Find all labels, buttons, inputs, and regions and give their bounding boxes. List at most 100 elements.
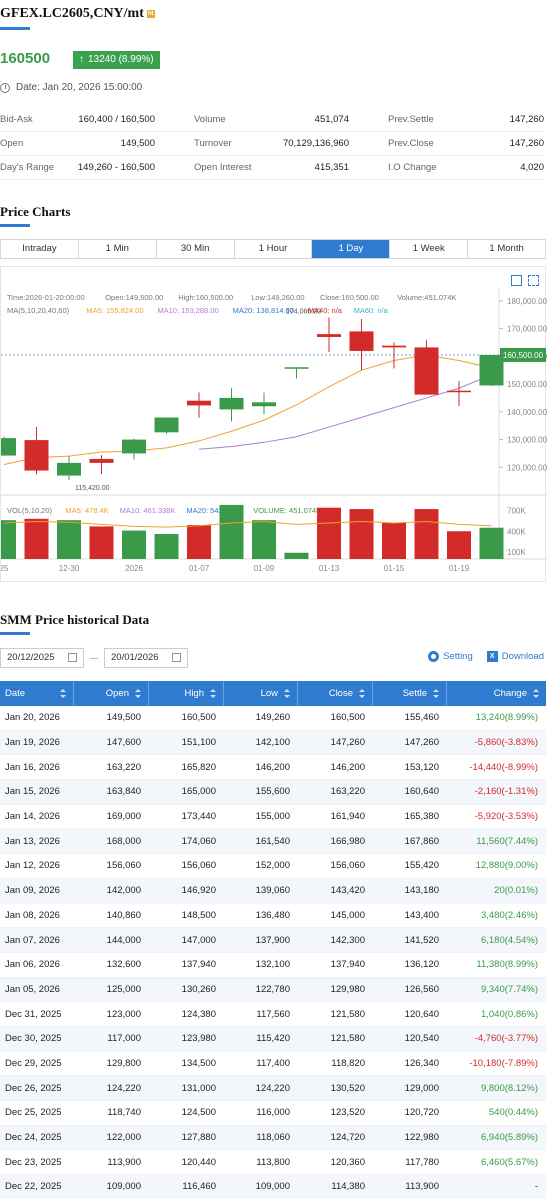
table-cell-close: 160,500 (330, 712, 365, 724)
volume-bar (284, 552, 309, 559)
x-tick-label: 01-07 (189, 564, 210, 573)
candle-body (382, 345, 406, 348)
table-row[interactable]: Dec 30, 2025 117,000 123,980 115,420 121,580… (0, 1026, 546, 1052)
table-cell-open: 122,000 (106, 1132, 141, 1144)
tab-1-min[interactable]: 1 Min (79, 240, 157, 258)
table-row[interactable]: Dec 26, 2025 124,220 131,000 124,220 130,520… (0, 1076, 546, 1101)
table-cell-close: 118,820 (331, 1057, 365, 1069)
table-cell-low: 117,560 (256, 1008, 290, 1020)
volume-legend-ma10: MA10: 461.338K (120, 506, 176, 515)
volume-bar (252, 520, 276, 559)
x-tick-label: 25 (1, 564, 9, 573)
stat-label: I.O Change (388, 162, 437, 173)
price-charts-title: Price Charts (0, 204, 71, 219)
table-body: Jan 20, 2026 149,500 160,500 149,260 160,500… (0, 706, 546, 1199)
sort-icon[interactable] (533, 689, 539, 698)
y-tick-label: 150,000.00 (507, 380, 547, 389)
calendar-icon[interactable] (68, 653, 77, 662)
stat-cell: I.O Change 4,020 (388, 162, 544, 173)
sort-icon[interactable] (284, 689, 290, 698)
candlestick-chart[interactable]: 180,000.00170,000.00160,000.00150,000.00… (0, 266, 547, 582)
table-cell-close: 166,980 (330, 835, 365, 847)
table-cell-high: 147,000 (181, 934, 216, 946)
ma-legend-ma5: MA5: 155,824.00 (86, 306, 143, 315)
table-row[interactable]: Jan 20, 2026 149,500 160,500 149,260 160,500… (0, 706, 546, 731)
table-row[interactable]: Jan 16, 2026 163,220 165,820 146,200 146,200… (0, 755, 546, 781)
volume-ma-line (3, 521, 492, 528)
column-header-settle[interactable]: Settle (373, 681, 447, 706)
column-header-label: Low (260, 688, 278, 699)
calendar-icon[interactable] (172, 653, 181, 662)
table-row[interactable]: Dec 25, 2025 118,740 124,500 116,000 123,520… (0, 1101, 546, 1126)
candle-body (447, 390, 471, 393)
stat-cell: Volume 451,074 (194, 114, 349, 125)
table-cell-high: 146,920 (181, 885, 216, 897)
table-row[interactable]: Dec 31, 2025 123,000 124,380 117,560 121,580… (0, 1002, 546, 1027)
candle-body (89, 458, 114, 463)
table-row[interactable]: Dec 24, 2025 122,000 127,880 118,060 124,720… (0, 1125, 546, 1151)
column-header-label: Change (493, 688, 527, 699)
tab-1-day[interactable]: 1 Day (312, 240, 391, 258)
table-cell-high: 165,000 (181, 786, 216, 798)
table-row[interactable]: Jan 06, 2026 132,600 137,940 132,100 137,940… (0, 953, 546, 978)
tab-1-week[interactable]: 1 Week (390, 240, 469, 258)
table-row[interactable]: Jan 13, 2026 168,000 174,060 161,540 166,980… (0, 829, 546, 855)
table-cell-close: 146,200 (330, 761, 365, 773)
table-row[interactable]: Jan 09, 2026 142,000 146,920 139,060 143,420… (0, 878, 546, 904)
table-cell-low: 149,260 (255, 712, 290, 724)
to-date-input[interactable]: 20/01/2026 (104, 648, 188, 668)
column-header-change[interactable]: Change (447, 681, 546, 706)
date-range-picker: 20/12/2025 20/01/2026 (0, 648, 188, 668)
sort-icon[interactable] (359, 689, 365, 698)
column-header-low[interactable]: Low (224, 681, 298, 706)
table-cell-close: 145,000 (330, 909, 365, 921)
table-row[interactable]: Jan 08, 2026 140,860 148,500 136,480 145,000… (0, 904, 546, 929)
table-row[interactable]: Dec 22, 2025 109,000 116,460 109,000 114,380… (0, 1175, 546, 1199)
y-tick-label: 120,000.00 (507, 463, 547, 472)
tab-intraday[interactable]: Intraday (1, 240, 79, 258)
ohlc-info-close: Close:160,500.00 (320, 293, 379, 302)
table-cell-open: 163,840 (106, 786, 141, 798)
sort-icon[interactable] (60, 689, 66, 698)
save-image-icon[interactable] (511, 275, 522, 286)
chart-svg: 180,000.00170,000.00160,000.00150,000.00… (1, 287, 547, 573)
sort-icon[interactable] (210, 689, 216, 698)
download-button[interactable]: X Download (486, 651, 544, 662)
fullscreen-icon[interactable] (528, 275, 539, 286)
table-row[interactable]: Jan 14, 2026 169,000 173,440 155,000 161,940… (0, 805, 546, 830)
table-cell-change: -5,860(-3.83%) (474, 737, 538, 749)
table-cell-settle: 126,340 (404, 1057, 439, 1069)
price-change-badge: ↑ 13240 (8.99%) (73, 51, 160, 69)
table-cell-settle: 141,520 (404, 934, 439, 946)
table-cell-settle: 155,460 (404, 712, 439, 724)
from-date-input[interactable]: 20/12/2025 (0, 648, 84, 668)
price-change-text: 13240 (8.99%) (88, 54, 154, 65)
table-row[interactable]: Jan 07, 2026 144,000 147,000 137,900 142,300… (0, 928, 546, 953)
table-row[interactable]: Dec 29, 2025 129,800 134,500 117,400 118,820… (0, 1052, 546, 1077)
table-cell-date: Dec 31, 2025 (5, 1008, 62, 1020)
column-header-date[interactable]: Date (0, 681, 74, 706)
tab-1-month[interactable]: 1 Month (489, 243, 524, 254)
column-header-open[interactable]: Open (74, 681, 149, 706)
table-row[interactable]: Jan 05, 2026 125,000 130,260 122,780 129,980… (0, 977, 546, 1003)
table-cell-date: Jan 05, 2026 (5, 983, 60, 995)
ma-legend-ma40: MA40: n/a (308, 306, 343, 315)
column-header-close[interactable]: Close (298, 681, 373, 706)
sort-icon[interactable] (433, 689, 439, 698)
instrument-title: GFEX.LC2605,CNY/mt M (0, 6, 155, 22)
table-cell-change: 6,180(4.54%) (480, 934, 538, 946)
table-row[interactable]: Jan 15, 2026 163,840 165,000 155,600 163,220… (0, 780, 546, 805)
candle-body (317, 334, 341, 337)
sort-icon[interactable] (135, 689, 141, 698)
column-header-high[interactable]: High (149, 681, 224, 706)
table-row[interactable]: Jan 12, 2026 156,060 156,060 152,000 156,060… (0, 854, 546, 879)
tab-30-min[interactable]: 30 Min (157, 240, 235, 258)
table-cell-settle: 122,980 (404, 1132, 439, 1144)
candle-body (24, 440, 49, 471)
setting-button[interactable]: Setting (428, 651, 473, 662)
table-cell-close: 130,520 (330, 1082, 365, 1094)
table-row[interactable]: Dec 23, 2025 113,900 120,440 113,800 120,360… (0, 1150, 546, 1176)
table-row[interactable]: Jan 19, 2026 147,600 151,100 142,100 147,260… (0, 730, 546, 756)
tab-1-hour[interactable]: 1 Hour (235, 240, 313, 258)
table-cell-change: -5,920(-3.53%) (474, 811, 538, 823)
